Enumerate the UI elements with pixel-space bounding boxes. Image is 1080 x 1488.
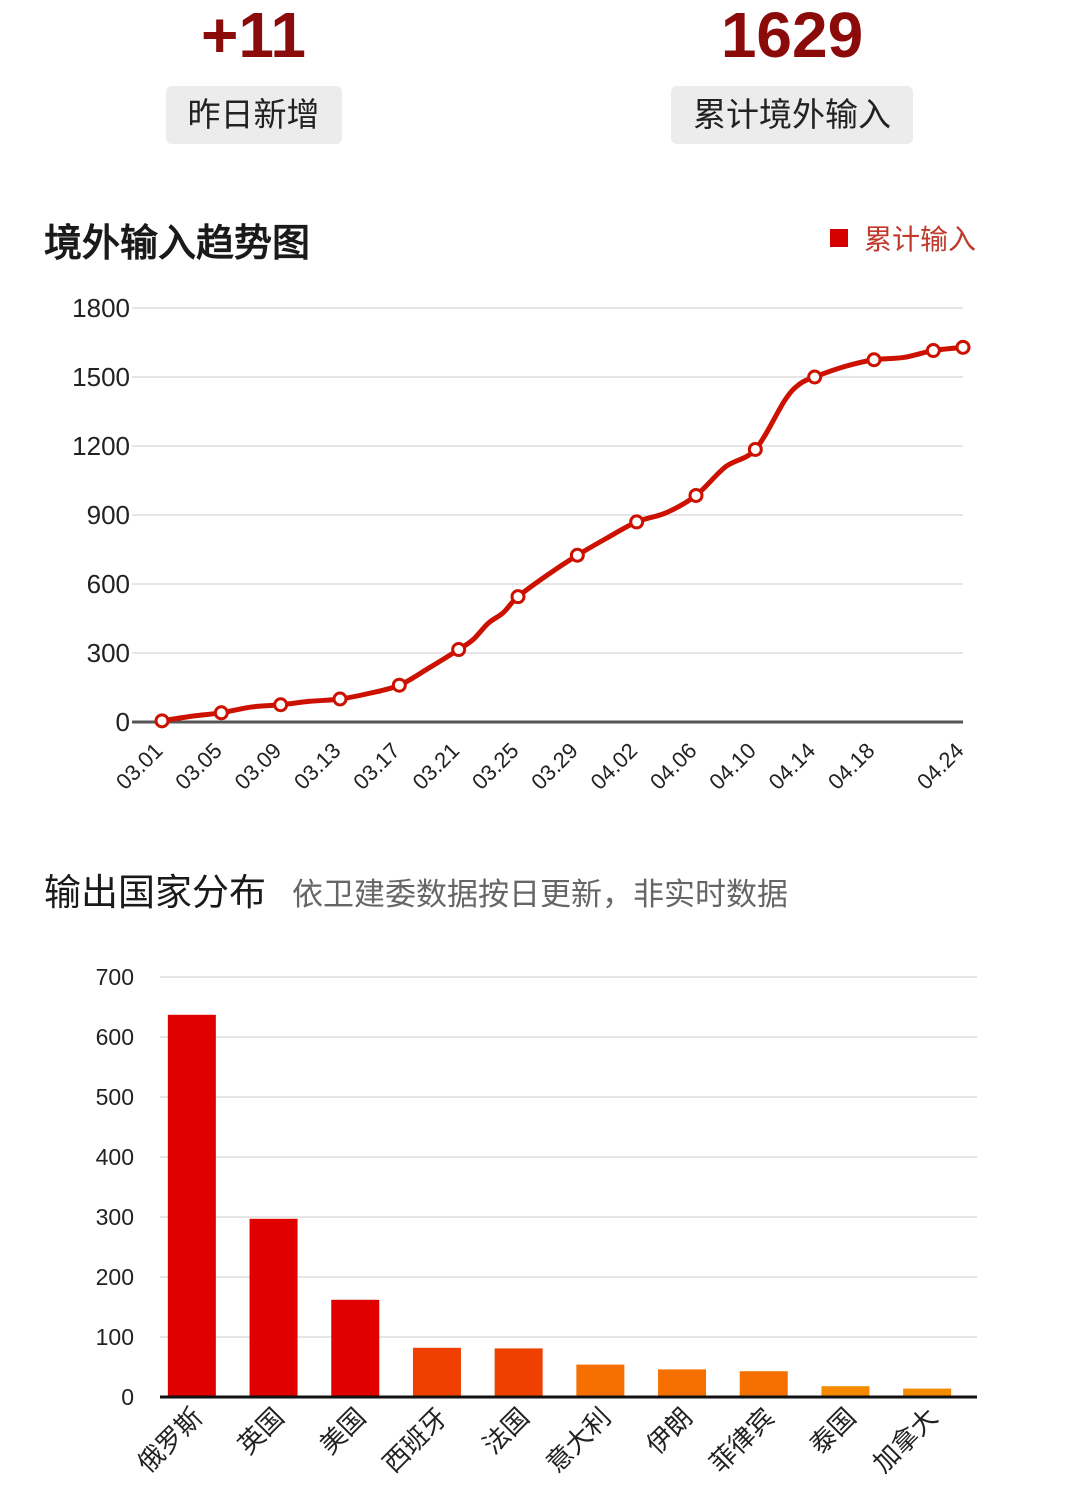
- data-point: [569, 547, 585, 563]
- x-tick-label: 03.09: [230, 738, 287, 795]
- bar: [821, 1386, 870, 1397]
- bar: [494, 1348, 543, 1397]
- x-tick-label: 加拿大: [868, 1403, 944, 1479]
- x-tick-label: 泰国: [804, 1403, 862, 1461]
- distribution-note: 依卫建委数据按日更新，非实时数据: [292, 877, 788, 913]
- distribution-title: 输出国家分布: [44, 871, 266, 914]
- data-point: [807, 369, 823, 385]
- stat-new-cases: +11 昨日新增: [162, 0, 345, 144]
- x-tick-label: 意大利: [541, 1403, 617, 1479]
- y-tick-label: 1500: [72, 362, 130, 392]
- x-tick-label: 伊朗: [641, 1403, 699, 1461]
- x-tick-label: 美国: [314, 1403, 372, 1461]
- y-tick-label: 500: [96, 1084, 134, 1110]
- y-tick-label: 300: [96, 1204, 134, 1230]
- x-tick-label: 03.13: [289, 738, 346, 795]
- x-tick-label: 03.29: [526, 738, 583, 795]
- bar: [331, 1299, 380, 1397]
- bar: [739, 1371, 788, 1397]
- total-imported-value: 1629: [720, 0, 864, 71]
- data-point: [154, 713, 170, 729]
- y-tick-label: 0: [116, 707, 130, 737]
- new-cases-value: +11: [200, 0, 307, 71]
- distribution-header: 输出国家分布 依卫建委数据按日更新，非实时数据: [44, 862, 788, 916]
- data-point: [688, 487, 704, 503]
- trend-legend[interactable]: 累计输入: [829, 218, 976, 258]
- y-tick-label: 0: [121, 1384, 134, 1410]
- data-point: [213, 705, 229, 721]
- data-point: [925, 343, 941, 359]
- x-tick-label: 03.25: [467, 738, 524, 795]
- x-tick-label: 英国: [233, 1403, 291, 1461]
- data-point: [451, 642, 467, 658]
- bar: [412, 1347, 461, 1397]
- legend-label: 累计输入: [863, 223, 976, 256]
- y-tick-label: 400: [96, 1144, 134, 1170]
- y-tick-label: 1200: [72, 431, 130, 461]
- x-tick-label: 03.05: [170, 738, 227, 795]
- x-tick-label: 04.18: [823, 738, 880, 795]
- series-line-cumulative: [161, 344, 964, 724]
- bar: [658, 1369, 707, 1397]
- x-tick-label: 法国: [478, 1403, 536, 1461]
- y-tick-label: 900: [87, 500, 130, 530]
- data-point: [391, 677, 407, 693]
- y-tick-label: 100: [96, 1324, 134, 1350]
- data-point: [273, 697, 289, 713]
- data-point: [510, 589, 526, 605]
- x-tick-label: 04.14: [764, 738, 821, 795]
- legend-swatch-icon: [829, 229, 848, 247]
- new-cases-label: 昨日新增: [165, 86, 342, 144]
- x-tick-label: 03.17: [348, 738, 405, 795]
- x-tick-label: 菲律宾: [704, 1403, 780, 1479]
- total-imported-label: 累计境外输入: [671, 86, 913, 144]
- y-tick-label: 1800: [72, 293, 130, 323]
- stat-total-imported: 1629 累计境外输入: [666, 0, 918, 144]
- bar: [576, 1364, 625, 1397]
- x-tick-label: 04.10: [704, 738, 761, 795]
- data-point: [866, 352, 882, 368]
- y-tick-label: 300: [87, 638, 130, 668]
- x-tick-label: 俄罗斯: [132, 1403, 208, 1479]
- x-tick-label: 04.06: [645, 738, 702, 795]
- bar: [167, 1014, 216, 1397]
- y-tick-label: 600: [87, 569, 130, 599]
- data-point: [747, 441, 763, 457]
- trend-chart-title: 境外输入趋势图: [44, 221, 311, 265]
- x-tick-label: 04.24: [912, 738, 969, 795]
- x-tick-label: 03.21: [408, 738, 465, 795]
- x-tick-label: 04.02: [586, 738, 643, 795]
- x-tick-label: 西班牙: [378, 1403, 454, 1479]
- bar: [903, 1388, 952, 1397]
- y-tick-label: 600: [96, 1024, 134, 1050]
- y-tick-label: 700: [96, 964, 134, 990]
- bar: [249, 1218, 298, 1397]
- y-tick-label: 200: [96, 1264, 134, 1290]
- x-tick-label: 03.01: [111, 738, 168, 795]
- data-point: [332, 691, 348, 707]
- data-point: [955, 339, 971, 355]
- data-point: [629, 514, 645, 530]
